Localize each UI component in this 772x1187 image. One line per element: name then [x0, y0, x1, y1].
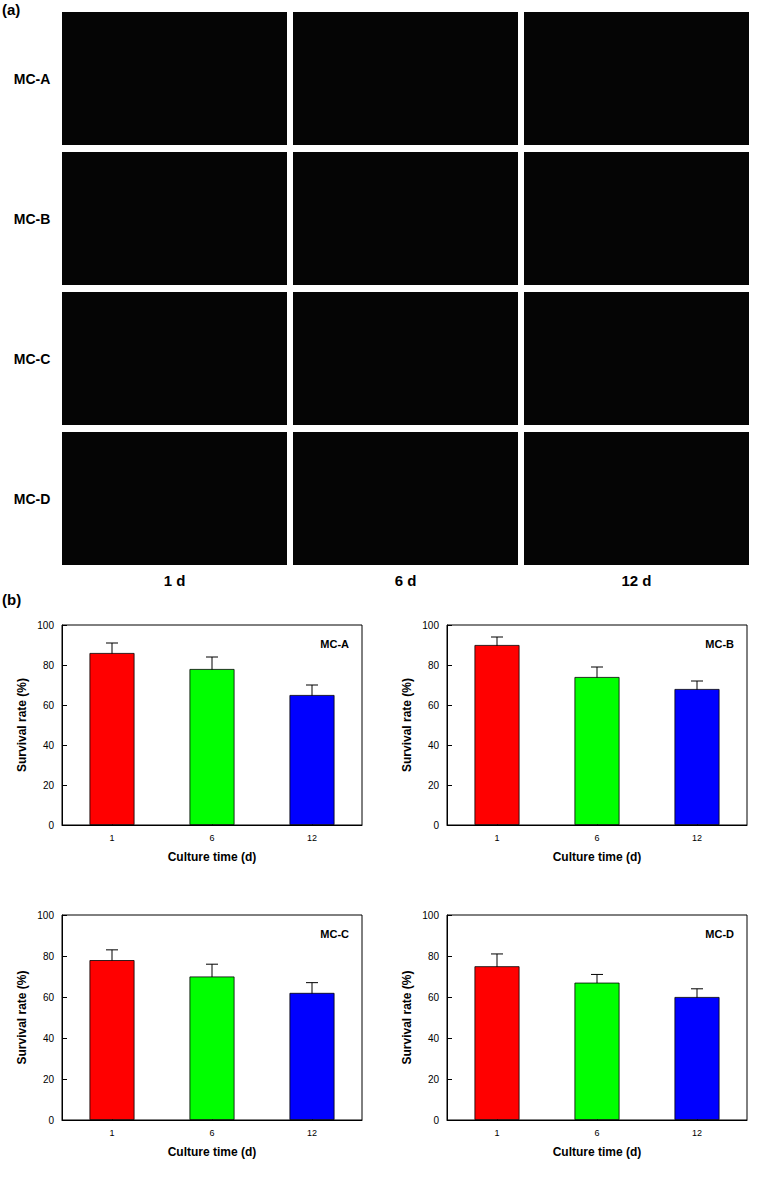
svg-text:60: 60	[43, 992, 55, 1003]
svg-text:80: 80	[43, 951, 55, 962]
svg-text:MC-B: MC-B	[705, 638, 734, 650]
svg-text:100: 100	[422, 910, 439, 921]
svg-text:1 d: 1 d	[164, 572, 186, 589]
svg-text:20: 20	[428, 1074, 440, 1085]
svg-text:12 d: 12 d	[621, 572, 651, 589]
svg-text:(b): (b)	[2, 591, 21, 608]
svg-text:MC-A: MC-A	[320, 638, 349, 650]
svg-text:100: 100	[422, 620, 439, 631]
svg-text:80: 80	[428, 660, 440, 671]
svg-text:Culture time (d): Culture time (d)	[553, 1145, 642, 1159]
svg-text:1: 1	[109, 1128, 114, 1138]
svg-text:Survival rate (%): Survival rate (%)	[400, 970, 414, 1064]
svg-text:40: 40	[428, 1033, 440, 1044]
svg-text:Survival rate (%): Survival rate (%)	[400, 678, 414, 772]
svg-text:12: 12	[692, 833, 702, 843]
svg-text:40: 40	[43, 740, 55, 751]
svg-text:0: 0	[433, 1115, 439, 1126]
svg-text:0: 0	[433, 820, 439, 831]
svg-text:20: 20	[43, 780, 55, 791]
svg-text:MC-D: MC-D	[705, 928, 734, 940]
svg-text:1: 1	[109, 833, 114, 843]
svg-text:100: 100	[37, 910, 54, 921]
svg-text:80: 80	[43, 660, 55, 671]
svg-text:1: 1	[494, 833, 499, 843]
svg-text:6: 6	[209, 1128, 214, 1138]
svg-text:20: 20	[428, 780, 440, 791]
svg-text:0: 0	[48, 820, 54, 831]
svg-text:MC-A: MC-A	[14, 71, 51, 87]
svg-text:6 d: 6 d	[395, 572, 417, 589]
svg-text:Culture time (d): Culture time (d)	[168, 850, 257, 864]
svg-text:MC-C: MC-C	[14, 351, 51, 367]
svg-text:MC-D: MC-D	[14, 491, 51, 507]
svg-text:MC-B: MC-B	[14, 211, 51, 227]
svg-text:0: 0	[48, 1115, 54, 1126]
svg-text:80: 80	[428, 951, 440, 962]
svg-text:100: 100	[37, 620, 54, 631]
svg-text:60: 60	[428, 700, 440, 711]
svg-text:12: 12	[692, 1128, 702, 1138]
svg-text:12: 12	[307, 1128, 317, 1138]
svg-text:1: 1	[494, 1128, 499, 1138]
svg-text:MC-C: MC-C	[320, 928, 349, 940]
svg-text:Survival rate (%): Survival rate (%)	[15, 678, 29, 772]
svg-text:Culture time (d): Culture time (d)	[168, 1145, 257, 1159]
svg-text:20: 20	[43, 1074, 55, 1085]
svg-text:6: 6	[594, 833, 599, 843]
svg-text:40: 40	[428, 740, 440, 751]
svg-text:6: 6	[209, 833, 214, 843]
svg-text:6: 6	[594, 1128, 599, 1138]
svg-text:60: 60	[43, 700, 55, 711]
svg-text:(a): (a)	[2, 1, 20, 18]
svg-text:Culture time (d): Culture time (d)	[553, 850, 642, 864]
svg-text:12: 12	[307, 833, 317, 843]
svg-text:Survival rate (%): Survival rate (%)	[15, 970, 29, 1064]
svg-text:60: 60	[428, 992, 440, 1003]
svg-text:40: 40	[43, 1033, 55, 1044]
